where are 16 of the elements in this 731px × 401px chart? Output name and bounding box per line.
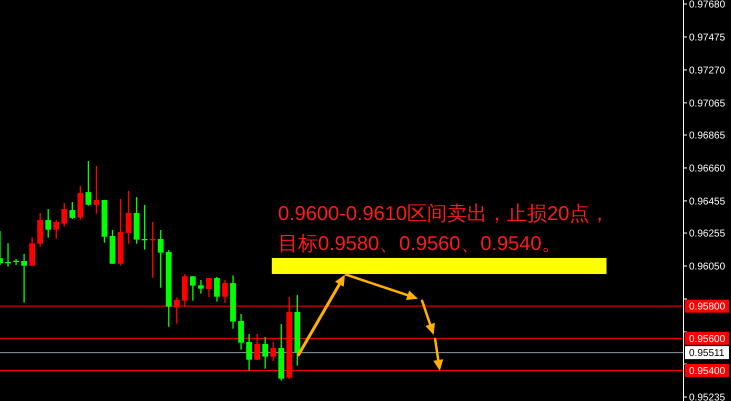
y-tick-label: 0.96455 [689, 196, 726, 208]
y-tick-label: 0.96865 [689, 130, 726, 142]
ref-line-label: 0.95400 [689, 366, 726, 377]
y-tick-label: 0.97270 [689, 65, 726, 76]
y-tick-label: 0.97475 [689, 32, 726, 44]
y-tick-label: 0.96660 [689, 163, 726, 174]
ref-line-label: 0.95511 [689, 348, 725, 360]
y-tick-label: 0.95235 [689, 392, 726, 401]
y-tick-label: 0.96050 [689, 261, 726, 272]
y-tick-label: 0.97680 [689, 0, 726, 11]
annotation: 目标0.9580、0.9560、0.9540。 [278, 233, 562, 255]
annotation: 0.9600-0.9610区间卖出，止损20点， [278, 203, 610, 225]
y-tick-label: 0.97065 [689, 98, 726, 110]
ref-line-label: 0.95600 [689, 334, 726, 345]
ref-line-label: 0.95800 [689, 302, 726, 313]
y-tick-label: 0.96255 [689, 228, 726, 240]
